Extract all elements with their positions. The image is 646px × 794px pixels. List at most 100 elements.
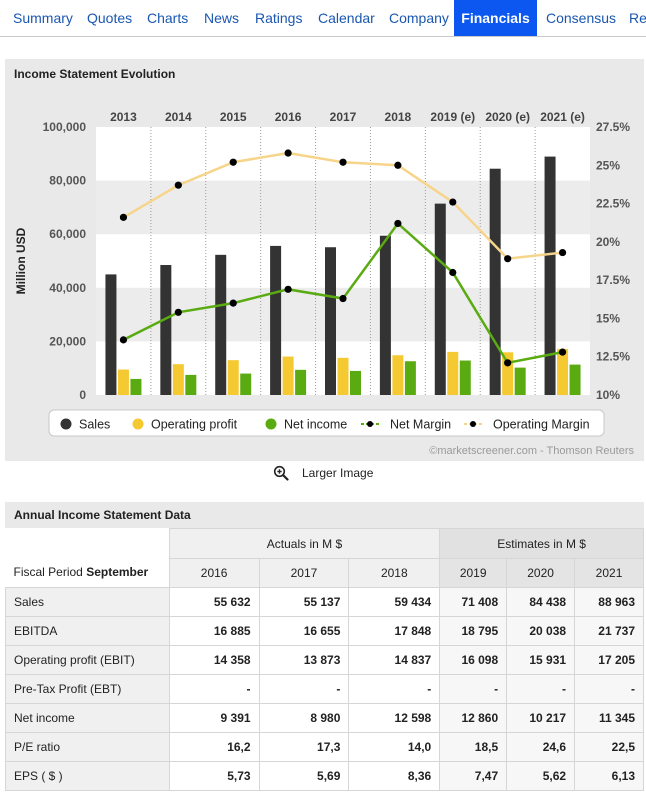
table-cell: 21 737 <box>574 616 644 646</box>
table-cell: - <box>168 674 260 704</box>
x-tick-label: 2017 <box>330 110 357 124</box>
table-cell: 22,5 <box>574 732 644 762</box>
legend-sales-label: Sales <box>79 418 110 432</box>
net-income-bar <box>240 373 252 395</box>
operating-margin-point <box>394 161 402 169</box>
sales-bar <box>489 168 501 395</box>
operating-margin-point <box>119 213 128 221</box>
row-label: Pre-Tax Profit (EBT) <box>5 674 170 704</box>
nav-tab-revisions[interactable]: Re <box>629 10 646 26</box>
legend-operating-margin-marker <box>470 421 476 427</box>
operating-margin-point <box>339 158 347 166</box>
nav-tab-financials[interactable]: Financials <box>454 0 537 36</box>
fiscal-period-prefix: Fiscal Period <box>13 565 87 579</box>
sales-bar <box>379 235 391 395</box>
net-margin-point <box>558 348 567 356</box>
table-cell: 18,5 <box>439 732 508 762</box>
operating-margin-point <box>558 248 567 257</box>
sales-bar <box>105 274 117 395</box>
table-cell: 11 345 <box>574 703 644 733</box>
row-label: Sales <box>5 587 170 617</box>
net-margin-point <box>339 294 347 303</box>
x-tick-label: 2015 <box>220 110 247 124</box>
table-cell: 5,62 <box>506 761 576 791</box>
operating-margin-point <box>504 255 512 263</box>
nav-tab-summary[interactable]: Summary <box>13 10 73 26</box>
legend-net-margin-label: Net Margin <box>390 418 451 432</box>
operating-profit-bar <box>282 356 294 395</box>
operating-margin-point <box>449 198 457 206</box>
table-cell: 5,73 <box>168 761 260 791</box>
top-nav: Summary Quotes Charts News Ratings Calen… <box>0 0 646 37</box>
table-cell: 59 434 <box>348 587 441 617</box>
net-income-bar <box>130 378 142 395</box>
income-statement-table: Fiscal Period September Actuals in M $ E… <box>5 528 644 791</box>
sales-bar <box>544 156 556 395</box>
nav-tab-calendar[interactable]: Calendar <box>318 10 375 26</box>
nav-tab-consensus[interactable]: Consensus <box>546 10 617 26</box>
net-margin-point <box>174 308 182 316</box>
net-margin-point <box>229 299 237 307</box>
y2-tick-label: 10% <box>596 388 620 402</box>
y2-tick-label: 22.5% <box>596 197 630 211</box>
net-income-bar <box>185 374 197 395</box>
sales-bar <box>270 245 282 395</box>
year-header: 2021 <box>574 558 644 588</box>
operating-profit-bar <box>557 348 569 395</box>
y-tick-label: 80,000 <box>49 174 86 188</box>
table-row: Net income 9 391 8 980 12 598 12 860 10 217 11… <box>5 703 644 733</box>
table-row: Sales 55 632 55 137 59 434 71 408 84 438 88 96… <box>5 587 644 617</box>
x-tick-label: 2019 (e) <box>430 110 475 124</box>
table-cell: 8 980 <box>258 703 350 733</box>
nav-tab-quotes[interactable]: Quotes <box>87 10 133 26</box>
table-cell: 16 885 <box>168 616 260 646</box>
y-tick-label: 100,000 <box>43 120 87 134</box>
operating-margin-point <box>229 158 237 166</box>
income-statement-chart: 100,000 80,000 60,000 40,000 20,000 0 27.5% 25%… <box>14 110 630 437</box>
y-tick-label: 40,000 <box>49 281 86 295</box>
table-row: EBITDA 16 885 16 655 17 848 18 795 20 038 21 7… <box>5 616 644 646</box>
table-cell: 7,47 <box>439 761 508 791</box>
table-cell: 17 848 <box>348 616 441 646</box>
operating-profit-bar <box>392 355 404 395</box>
sales-bar <box>160 265 172 395</box>
table-cell: 55 632 <box>168 587 260 617</box>
nav-tab-ratings[interactable]: Ratings <box>255 10 303 26</box>
table-cell: 13 873 <box>258 645 350 675</box>
sales-bar <box>325 247 336 395</box>
y-axis-label: Million USD <box>14 227 28 294</box>
actuals-header: Actuals in M $ <box>168 528 441 559</box>
fiscal-period-cell: Fiscal Period September <box>5 528 170 588</box>
chart-panel-title: Income Statement Evolution <box>14 67 176 81</box>
table-cell: 18 795 <box>439 616 508 646</box>
sales-bar <box>215 254 227 395</box>
table-year-header-row: 2016 2017 2018 2019 2020 2021 <box>6 558 644 588</box>
operating-profit-bar <box>172 364 184 395</box>
y-tick-label: 60,000 <box>49 227 86 241</box>
table-cell: - <box>258 674 350 704</box>
table-cell: 16,2 <box>168 732 260 762</box>
nav-tab-charts[interactable]: Charts <box>147 10 189 26</box>
table-cell: 16 655 <box>258 616 350 646</box>
legend-net-income-swatch <box>265 418 277 430</box>
table-cell: 8,36 <box>348 761 441 791</box>
x-tick-label: 2014 <box>165 110 192 124</box>
table-cell: 15 931 <box>506 645 576 675</box>
table-cell: 17,3 <box>258 732 350 762</box>
table-cell: 12 598 <box>348 703 441 733</box>
operating-profit-bar <box>502 352 514 395</box>
net-income-bar <box>514 367 526 395</box>
net-margin-point <box>119 336 128 344</box>
x-tick-label: 2013 <box>110 110 137 124</box>
legend-operating-profit-swatch <box>132 418 144 430</box>
table-cell: 84 438 <box>506 587 576 617</box>
table-row: Operating profit (EBIT) 14 358 13 873 14 83… <box>5 645 644 675</box>
table-cell: - <box>348 674 441 704</box>
nav-tab-news[interactable]: News <box>204 10 240 26</box>
table-title-bar: Annual Income Statement Data <box>5 502 644 528</box>
y-tick-label: 0 <box>79 388 86 402</box>
nav-tab-company[interactable]: Company <box>389 10 449 26</box>
legend-net-margin-marker <box>367 421 373 427</box>
y2-tick-label: 17.5% <box>596 273 630 287</box>
net-margin-point <box>504 359 512 367</box>
